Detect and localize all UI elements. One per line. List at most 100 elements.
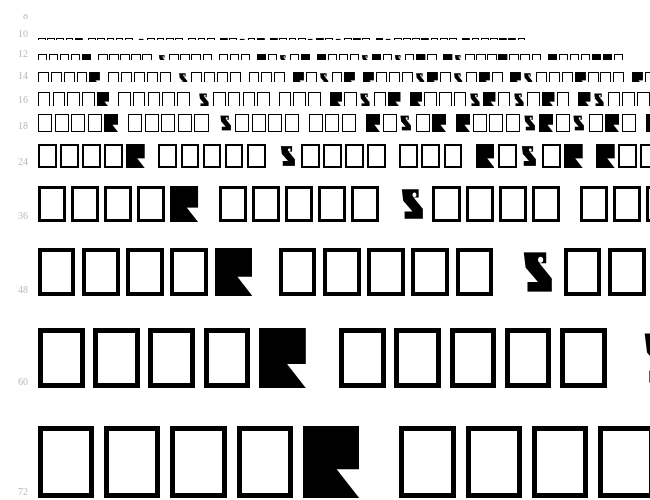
glyph <box>416 54 425 60</box>
glyph <box>169 54 178 60</box>
glyph <box>213 92 225 106</box>
glyph-run <box>38 328 650 388</box>
glyph <box>55 114 69 132</box>
glyph <box>247 144 266 168</box>
glyph-run <box>38 248 650 296</box>
glyph <box>483 92 495 106</box>
glyph <box>38 114 52 132</box>
glyph <box>359 92 371 106</box>
glyph <box>453 72 464 82</box>
glyph <box>108 72 119 82</box>
glyph <box>466 72 477 82</box>
glyph <box>332 72 343 82</box>
glyph <box>307 38 315 40</box>
glyph <box>450 328 497 388</box>
glyph <box>157 38 165 40</box>
glyph <box>510 72 521 82</box>
glyph <box>454 54 463 60</box>
size-label: 16 <box>0 96 28 106</box>
glyph <box>249 72 260 82</box>
glyph <box>539 114 553 132</box>
glyph <box>345 144 364 168</box>
glyph <box>412 38 420 40</box>
waterfall-row: 24 <box>0 144 650 168</box>
glyph <box>160 72 171 82</box>
glyph <box>126 248 163 296</box>
glyph <box>175 38 183 40</box>
glyph <box>593 92 605 106</box>
glyph <box>88 38 96 40</box>
glyph <box>203 144 222 168</box>
glyph <box>374 92 386 106</box>
waterfall-row: 10 <box>0 30 650 40</box>
glyph <box>38 144 57 168</box>
glyph <box>148 92 160 106</box>
glyph <box>198 92 210 106</box>
glyph <box>549 72 560 82</box>
glyph <box>532 54 541 60</box>
waterfall-row: 16 <box>0 90 650 106</box>
waterfall-row: 36 <box>0 186 650 222</box>
glyph <box>181 144 200 168</box>
glyph <box>235 114 249 132</box>
glyph <box>399 186 427 222</box>
glyph <box>328 54 337 60</box>
glyph <box>520 144 539 168</box>
size-label: 24 <box>0 158 28 168</box>
glyph <box>405 54 414 60</box>
glyph <box>131 54 140 60</box>
glyph <box>361 54 370 60</box>
glyph <box>614 54 623 60</box>
glyph <box>527 92 539 106</box>
glyph <box>509 54 518 60</box>
glyph-run <box>38 114 650 132</box>
glyph <box>575 72 586 82</box>
glyph <box>383 114 397 132</box>
glyph <box>608 248 645 296</box>
glyph <box>506 114 520 132</box>
glyph <box>523 72 534 82</box>
glyph <box>603 54 612 60</box>
glyph <box>77 72 88 82</box>
glyph <box>289 38 297 40</box>
glyph <box>279 38 287 40</box>
glyph <box>481 38 489 40</box>
size-label: 12 <box>0 50 28 60</box>
glyph <box>93 328 140 388</box>
glyph <box>440 38 448 40</box>
glyph <box>170 426 226 498</box>
glyph <box>82 92 94 106</box>
glyph <box>82 144 101 168</box>
glyph <box>148 328 195 388</box>
glyph <box>104 426 160 498</box>
glyph <box>640 328 650 388</box>
glyph <box>308 92 320 106</box>
glyph <box>399 114 413 132</box>
glyph <box>344 38 352 40</box>
glyph <box>107 38 115 40</box>
glyph <box>243 92 255 106</box>
glyph <box>403 38 411 40</box>
glyph <box>399 426 455 498</box>
glyph <box>252 186 280 222</box>
glyph <box>476 144 495 168</box>
glyph <box>38 92 50 106</box>
glyph <box>454 92 466 106</box>
glyph <box>293 92 305 106</box>
glyph <box>613 186 641 222</box>
glyph <box>60 144 79 168</box>
glyph <box>104 114 118 132</box>
waterfall-row: 12 <box>0 48 650 60</box>
glyph <box>608 92 620 106</box>
size-label: 48 <box>0 286 28 296</box>
glyph <box>498 92 510 106</box>
glyph <box>204 72 215 82</box>
glyph <box>473 114 487 132</box>
glyph <box>427 54 436 60</box>
glyph <box>520 248 557 296</box>
glyph <box>499 186 527 222</box>
glyph <box>230 54 239 60</box>
glyph <box>489 114 503 132</box>
glyph <box>415 72 426 82</box>
glyph <box>342 114 356 132</box>
